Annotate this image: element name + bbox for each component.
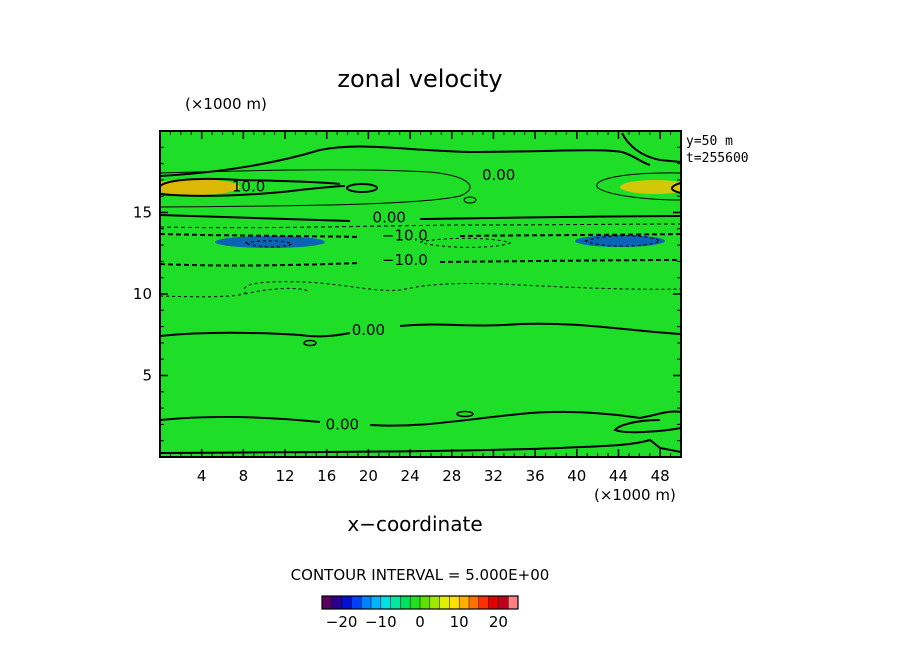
colorbar-swatch	[380, 596, 391, 609]
contour-neg-fifteen-right	[584, 235, 662, 247]
x-tick-label: 16	[317, 467, 336, 485]
contour-labels: 10.00.000.00−10.0−10.00.000.00	[232, 166, 515, 433]
colorbar	[321, 595, 519, 610]
contour-zero-top-right	[621, 132, 681, 163]
contour-label: 0.00	[482, 166, 515, 184]
x-tick-label: 28	[442, 467, 461, 485]
x-tick-label: 8	[239, 467, 249, 485]
contour-zero-bottom	[160, 438, 681, 454]
contour-five-thin-right	[596, 172, 681, 201]
colorbar-swatch	[429, 596, 440, 609]
y-unit-label: (×1000 m)	[185, 95, 267, 113]
x-axis-label: x−coordinate	[347, 512, 482, 536]
colorbar-swatch	[459, 596, 470, 609]
colorbar-swatch	[390, 596, 401, 609]
colorbar-swatch	[410, 596, 421, 609]
colorbar-swatch	[488, 596, 499, 609]
contour-zero-mid-upper	[160, 214, 681, 222]
contour-five-thin	[160, 169, 471, 208]
contour-neg-five-lower	[160, 281, 681, 298]
x-axis-ticks: 4 8 12 16 20 24 28 32 36 40 44 48	[169, 131, 672, 485]
contour-lines	[160, 132, 681, 454]
colorbar-swatch	[400, 596, 411, 609]
y-position-info: y=50 m	[686, 134, 733, 149]
colorbar-swatch	[449, 596, 460, 609]
contour-label: 0.00	[373, 208, 406, 226]
x-tick-label: 12	[275, 467, 294, 485]
contour-label: 10.0	[232, 177, 265, 195]
x-tick-label: 20	[359, 467, 378, 485]
x-tick-label: 40	[567, 467, 586, 485]
colorbar-tick-label: 20	[489, 613, 508, 631]
time-info: t=255600	[686, 151, 749, 166]
colorbar-tick-label: 10	[450, 613, 469, 631]
contour-ten-lower	[160, 185, 346, 197]
y-tick-label: 10	[133, 285, 152, 303]
contour-zero-middle-island	[303, 339, 317, 347]
min-velocity-core-right	[575, 235, 665, 247]
colorbar-swatch	[420, 596, 431, 609]
contour-neg-five-lower-2	[244, 287, 311, 295]
contour-zero-lower-island	[456, 410, 474, 418]
contour-interval-text: CONTOUR INTERVAL = 5.000E+00	[291, 566, 550, 584]
contour-small-island	[463, 196, 477, 204]
colorbar-tick-label: −20	[326, 613, 358, 631]
contour-neg-fifteen-mid	[419, 237, 512, 248]
max-velocity-core-left	[160, 179, 240, 195]
colorbar-tick-label: 0	[415, 613, 425, 631]
colorbar-swatch	[361, 596, 372, 609]
x-tick-label: 32	[484, 467, 503, 485]
x-tick-label: 24	[401, 467, 420, 485]
contour-label: 0.00	[326, 415, 359, 433]
colorbar-swatch	[469, 596, 480, 609]
colorbar-swatch	[322, 596, 333, 609]
max-velocity-core-right	[620, 180, 681, 194]
chart-title: zonal velocity	[337, 65, 502, 93]
y-tick-label: 15	[133, 204, 152, 222]
colorbar-swatch	[341, 596, 352, 609]
contour-neg-fifteen-left	[244, 240, 294, 248]
colorbar-swatch	[478, 596, 489, 609]
contour-zero-lower	[160, 410, 681, 427]
colorbar-swatch	[498, 596, 509, 609]
colorbar-swatch	[508, 596, 519, 609]
colorbar-swatch	[331, 596, 342, 609]
x-tick-label: 44	[609, 467, 628, 485]
contour-ten-right	[671, 182, 681, 194]
colorbar-tick-label: −10	[365, 613, 397, 631]
x-tick-label: 4	[197, 467, 207, 485]
y-axis-ticks: 5 10 15	[133, 146, 681, 442]
contour-ten-island	[346, 183, 378, 193]
contour-label: −10.0	[382, 251, 428, 269]
min-velocity-core-left	[215, 236, 325, 248]
contour-zero-top	[160, 145, 651, 177]
x-unit-label: (×1000 m)	[594, 486, 676, 504]
contour-zero-middle	[160, 322, 681, 338]
colorbar-swatch	[371, 596, 382, 609]
colorbar-tick-labels: −20 −10 0 10 20	[326, 613, 508, 631]
contour-neg-ten-upper	[160, 233, 681, 238]
contour-zero-lower-right-loop	[613, 419, 681, 434]
contour-ten-upper	[160, 177, 341, 187]
contour-label: 0.00	[352, 321, 385, 339]
x-tick-label: 36	[526, 467, 545, 485]
contour-label: −10.0	[382, 226, 428, 244]
y-tick-label: 5	[142, 367, 152, 385]
x-tick-label: 48	[651, 467, 670, 485]
colorbar-swatch	[351, 596, 362, 609]
contour-neg-ten-lower	[160, 259, 681, 267]
plot-area: 10.00.000.00−10.0−10.00.000.00 4 8 12 16 20 2…	[133, 130, 682, 485]
contour-neg-five-dashed	[160, 223, 681, 229]
colorbar-swatch	[439, 596, 450, 609]
